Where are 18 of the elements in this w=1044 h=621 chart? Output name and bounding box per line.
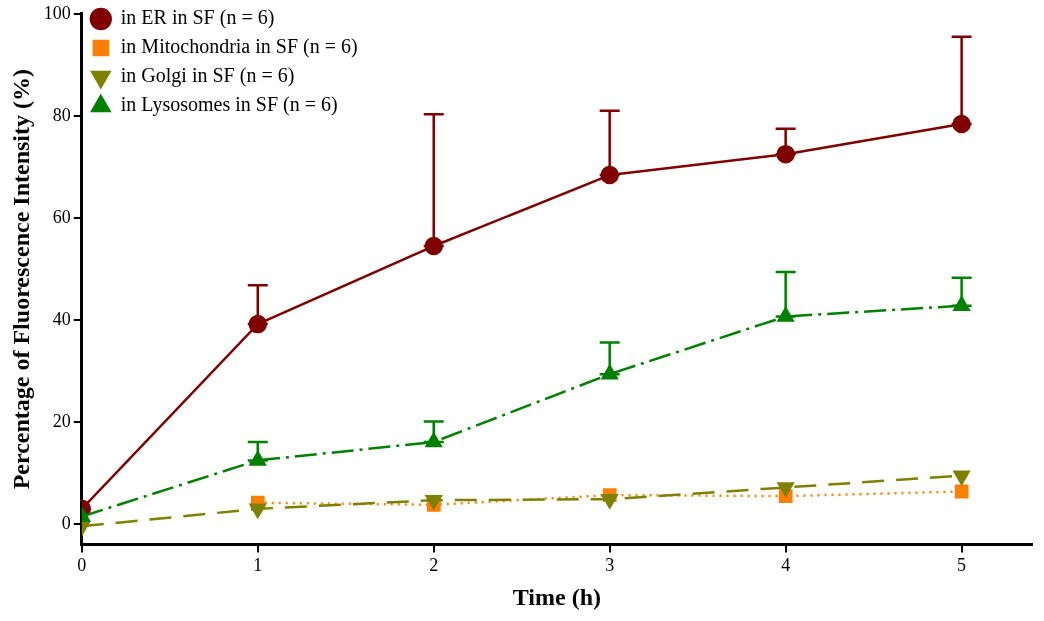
x-tick-label: 0	[77, 555, 87, 576]
x-tick-label: 5	[957, 555, 967, 576]
x-tick-label: 2	[429, 555, 439, 576]
y-tick-label: 100	[43, 2, 71, 23]
legend-label: in ER in SF (n = 6)	[120, 6, 275, 30]
x-tick-label: 3	[605, 555, 615, 576]
legend-label: in Mitochondria in SF (n = 6)	[120, 35, 358, 59]
y-axis-title: Percentage of Fluorescence Intensity (%)	[7, 69, 34, 490]
x-axis-title: Time (h)	[512, 583, 602, 610]
y-tick-label: 0	[61, 512, 71, 533]
legend-label: in Lysosomes in SF (n = 6)	[120, 93, 338, 117]
x-tick-label: 1	[253, 555, 263, 576]
y-tick-label: 40	[52, 308, 71, 329]
legend-label: in Golgi in SF (n = 6)	[120, 64, 295, 88]
y-tick-label: 80	[52, 104, 71, 125]
x-tick-label: 4	[781, 555, 791, 576]
y-tick-label: 60	[52, 206, 71, 227]
y-tick-label: 20	[52, 410, 71, 431]
